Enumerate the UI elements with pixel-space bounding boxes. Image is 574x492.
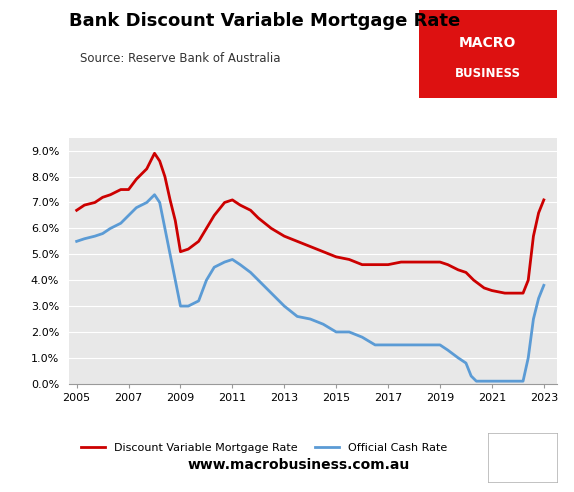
Text: www.macrobusiness.com.au: www.macrobusiness.com.au <box>187 459 410 472</box>
Text: Bank Discount Variable Mortgage Rate: Bank Discount Variable Mortgage Rate <box>69 12 460 31</box>
Text: BUSINESS: BUSINESS <box>455 67 521 80</box>
Legend: Discount Variable Mortgage Rate, Official Cash Rate: Discount Variable Mortgage Rate, Officia… <box>76 438 452 458</box>
Text: MACRO: MACRO <box>459 36 517 51</box>
Text: Source: Reserve Bank of Australia: Source: Reserve Bank of Australia <box>80 52 281 64</box>
